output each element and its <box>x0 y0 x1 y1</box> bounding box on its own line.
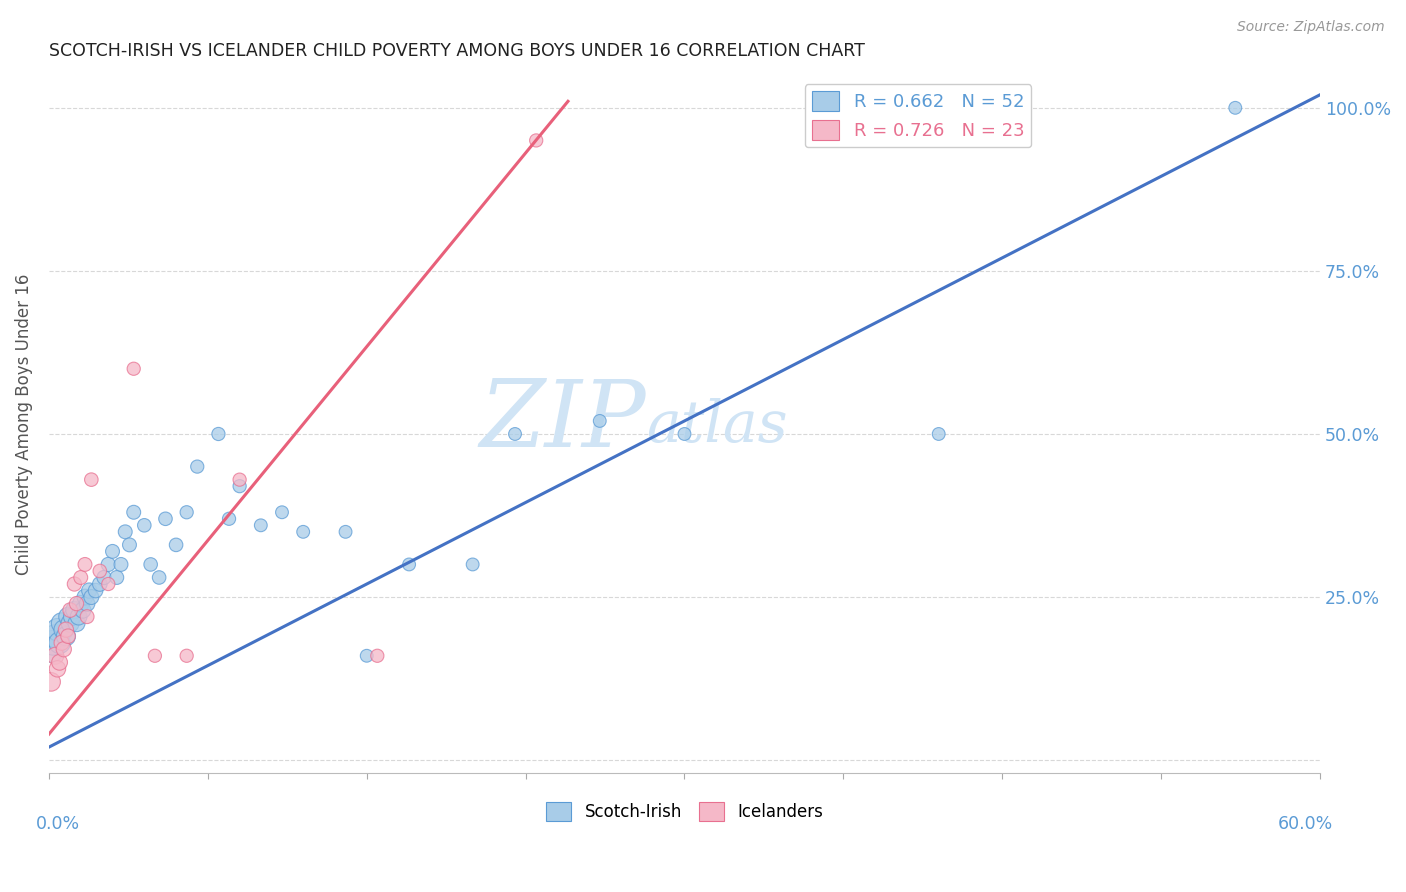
Point <box>335 524 357 539</box>
Point <box>271 505 294 519</box>
Point <box>42 636 65 650</box>
Point <box>228 473 250 487</box>
Point <box>118 538 141 552</box>
Text: SCOTCH-IRISH VS ICELANDER CHILD POVERTY AMONG BOYS UNDER 16 CORRELATION CHART: SCOTCH-IRISH VS ICELANDER CHILD POVERTY … <box>49 42 865 60</box>
Point <box>44 629 66 643</box>
Point <box>48 655 70 669</box>
Point <box>84 583 107 598</box>
Point <box>72 603 94 617</box>
Point <box>97 577 120 591</box>
Text: atlas: atlas <box>647 398 787 455</box>
Point <box>39 642 62 657</box>
Text: 0.0%: 0.0% <box>37 815 80 833</box>
Text: 60.0%: 60.0% <box>1278 815 1333 833</box>
Point <box>60 609 83 624</box>
Point <box>366 648 388 663</box>
Point <box>89 564 111 578</box>
Point <box>51 636 73 650</box>
Point <box>155 512 177 526</box>
Point <box>928 427 950 442</box>
Point <box>97 558 120 572</box>
Point <box>139 558 162 572</box>
Point <box>148 570 170 584</box>
Point <box>55 629 77 643</box>
Point <box>218 512 240 526</box>
Point <box>524 133 547 147</box>
Point <box>105 570 128 584</box>
Point <box>76 609 98 624</box>
Point <box>59 616 82 631</box>
Point <box>503 427 526 442</box>
Point <box>65 616 87 631</box>
Point <box>398 558 420 572</box>
Point <box>101 544 124 558</box>
Point <box>63 603 86 617</box>
Point <box>589 414 612 428</box>
Point <box>73 590 96 604</box>
Point <box>44 648 66 663</box>
Point <box>55 623 77 637</box>
Point <box>249 518 271 533</box>
Point <box>56 609 79 624</box>
Point <box>65 597 87 611</box>
Point <box>165 538 187 552</box>
Point <box>69 597 91 611</box>
Point <box>114 524 136 539</box>
Point <box>80 473 103 487</box>
Point <box>176 648 198 663</box>
Text: Source: ZipAtlas.com: Source: ZipAtlas.com <box>1237 20 1385 34</box>
Point <box>461 558 484 572</box>
Point <box>59 603 82 617</box>
Point <box>77 583 100 598</box>
Point <box>356 648 378 663</box>
Point <box>46 623 69 637</box>
Text: ZIP: ZIP <box>479 376 647 466</box>
Legend: Scotch-Irish, Icelanders: Scotch-Irish, Icelanders <box>540 796 830 828</box>
Point <box>39 674 62 689</box>
Point <box>52 642 75 657</box>
Point <box>176 505 198 519</box>
Point <box>76 597 98 611</box>
Point <box>67 609 90 624</box>
Point <box>122 361 145 376</box>
Point <box>69 570 91 584</box>
Point <box>80 590 103 604</box>
Point <box>63 577 86 591</box>
Point <box>207 427 229 442</box>
Point <box>46 662 69 676</box>
Point <box>73 558 96 572</box>
Point <box>134 518 156 533</box>
Point <box>89 577 111 591</box>
Point <box>48 636 70 650</box>
Point <box>110 558 132 572</box>
Point <box>56 629 79 643</box>
Point <box>228 479 250 493</box>
Point <box>186 459 208 474</box>
Point <box>122 505 145 519</box>
Point <box>1225 101 1247 115</box>
Point <box>51 616 73 631</box>
Point <box>292 524 315 539</box>
Point <box>52 623 75 637</box>
Point <box>673 427 696 442</box>
Y-axis label: Child Poverty Among Boys Under 16: Child Poverty Among Boys Under 16 <box>15 274 32 574</box>
Point <box>93 570 115 584</box>
Point <box>143 648 166 663</box>
